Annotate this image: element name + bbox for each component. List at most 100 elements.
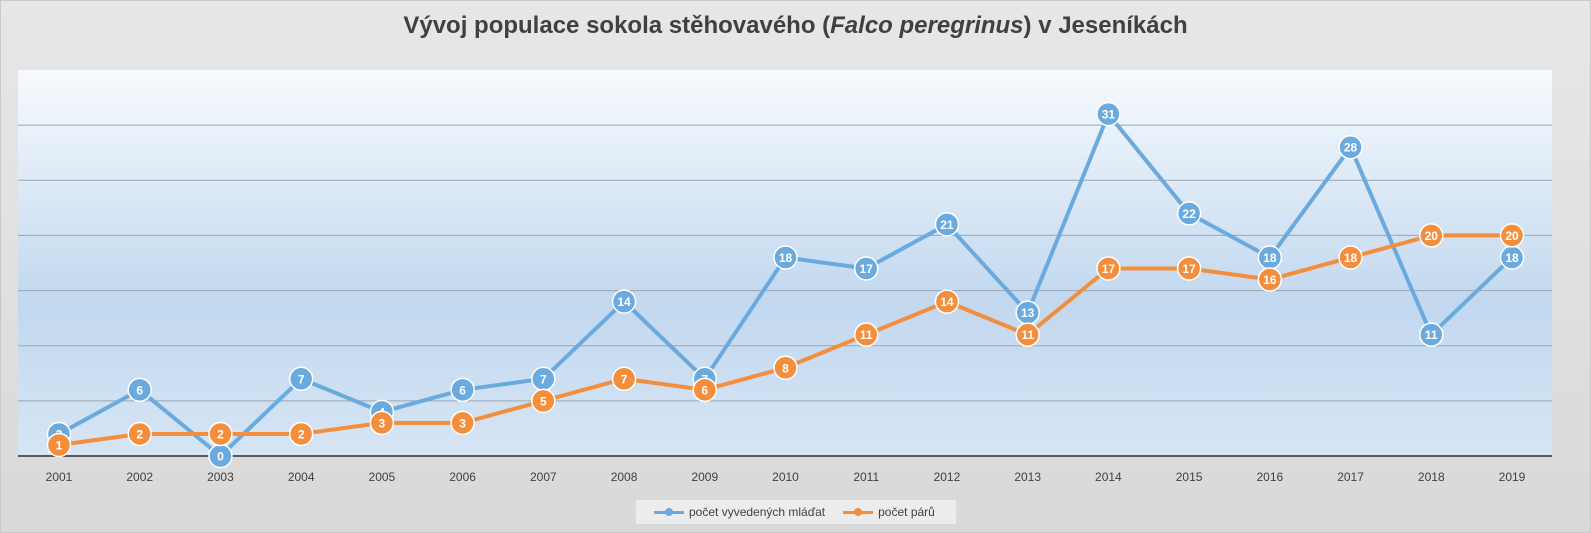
data-label: 5	[540, 394, 547, 408]
data-point: 6	[450, 377, 475, 403]
chart-title: Vývoj populace sokola stěhovavého (Falco…	[0, 12, 1591, 40]
data-label: 13	[1021, 306, 1035, 320]
data-label: 20	[1425, 229, 1439, 243]
legend-item-chicks: počet vyvedených mláďat	[654, 505, 825, 519]
x-tick-label: 2018	[1418, 470, 1445, 484]
data-marker	[288, 421, 314, 447]
x-tick-label: 2004	[288, 470, 315, 484]
data-label: 17	[1102, 262, 1116, 276]
data-point: 3	[450, 410, 475, 436]
data-point: 22	[1176, 201, 1202, 226]
data-marker	[773, 245, 798, 270]
data-label: 6	[459, 383, 466, 397]
data-marker	[1257, 267, 1283, 292]
data-label: 18	[1344, 251, 1358, 265]
data-point: 17	[853, 256, 879, 281]
data-label: 2	[217, 427, 224, 441]
data-marker	[1338, 245, 1363, 270]
x-tick-label: 2017	[1337, 470, 1364, 484]
x-tick-label: 2019	[1499, 470, 1526, 484]
data-marker	[369, 410, 395, 436]
data-marker	[127, 377, 152, 403]
chart-title-part-3: ) v Jeseníkách	[1023, 12, 1188, 39]
data-point: 6	[692, 377, 718, 403]
data-label: 2	[298, 427, 305, 441]
x-tick-label: 2001	[46, 470, 73, 484]
x-tick-label: 2013	[1014, 470, 1041, 484]
x-tick-label: 2016	[1256, 470, 1283, 484]
legend: počet vyvedených mláďat počet párů	[636, 500, 956, 524]
legend-swatch-chicks	[654, 508, 684, 516]
data-label: 11	[1425, 328, 1438, 342]
data-point: 11	[1015, 322, 1040, 347]
data-point: 11	[1419, 322, 1444, 347]
data-marker	[934, 289, 960, 314]
data-point: 6	[127, 377, 152, 403]
data-point: 1	[46, 432, 72, 458]
data-label: 22	[1182, 207, 1196, 221]
x-tick-label: 2014	[1095, 470, 1122, 484]
data-label: 18	[1505, 251, 1519, 265]
data-point: 21	[934, 212, 960, 237]
data-label: 16	[1263, 273, 1277, 287]
data-point: 20	[1499, 223, 1525, 248]
data-label: 18	[779, 251, 793, 265]
data-marker	[450, 377, 475, 403]
x-tick-label: 2003	[207, 470, 234, 484]
data-marker	[773, 355, 798, 381]
x-tick-label: 2012	[934, 470, 961, 484]
data-point: 18	[1257, 245, 1283, 270]
legend-label-pairs: počet párů	[878, 505, 935, 519]
data-marker	[1176, 201, 1202, 226]
data-marker	[1015, 322, 1040, 347]
data-point: 2	[288, 421, 314, 447]
data-label: 8	[782, 361, 789, 375]
data-marker	[934, 212, 960, 237]
x-tick-label: 2009	[691, 470, 718, 484]
data-point: 14	[611, 289, 637, 314]
data-point: 5	[531, 388, 556, 414]
data-point: 3	[369, 410, 395, 436]
data-point: 31	[1096, 101, 1121, 127]
data-marker	[1176, 256, 1202, 281]
data-point: 7	[611, 366, 637, 392]
x-tick-label: 2011	[853, 470, 879, 484]
data-point: 7	[531, 366, 556, 392]
data-marker	[1338, 134, 1363, 160]
data-marker	[1096, 256, 1121, 281]
data-label: 17	[860, 262, 874, 276]
data-marker	[450, 410, 475, 436]
data-point: 7	[288, 366, 314, 392]
x-tick-label: 2005	[369, 470, 396, 484]
data-marker	[127, 421, 152, 447]
data-marker	[611, 289, 637, 314]
data-label: 21	[940, 218, 954, 232]
data-point: 17	[1096, 256, 1121, 281]
data-label: 28	[1344, 141, 1358, 155]
data-marker	[853, 322, 879, 347]
data-label: 11	[1021, 328, 1034, 342]
data-point: 2	[127, 421, 152, 447]
data-point: 2	[208, 421, 233, 447]
data-label: 6	[136, 383, 143, 397]
data-label: 6	[701, 383, 708, 397]
data-point: 11	[853, 322, 879, 347]
legend-item-pairs: počet párů	[843, 505, 935, 519]
data-marker	[1419, 223, 1444, 248]
data-marker	[46, 432, 72, 458]
data-point: 18	[1338, 245, 1363, 270]
data-label: 7	[298, 372, 305, 386]
data-label: 20	[1505, 229, 1519, 243]
data-point: 16	[1257, 267, 1283, 292]
data-marker	[853, 256, 879, 281]
data-marker	[611, 366, 637, 392]
data-label: 11	[860, 328, 873, 342]
data-label: 1	[56, 438, 63, 452]
data-label: 3	[459, 416, 466, 430]
data-label: 7	[540, 372, 547, 386]
data-point: 8	[773, 355, 798, 381]
x-tick-label: 2007	[530, 470, 557, 484]
chart-title-part-1: Vývoj populace sokola stěhovavého (	[403, 12, 831, 39]
data-point: 0	[208, 443, 233, 469]
